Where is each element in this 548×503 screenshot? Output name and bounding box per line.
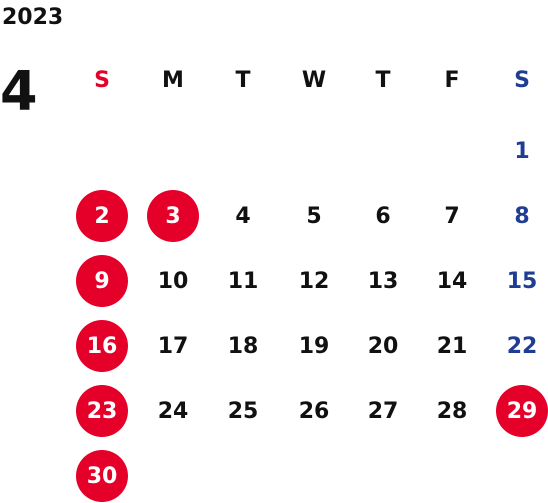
weekday-label: S [514, 68, 530, 93]
weekday-label: F [444, 68, 459, 93]
day-number: 17 [158, 334, 189, 359]
day-number: 6 [375, 204, 390, 229]
month: 4 [0, 60, 38, 123]
day-number: 24 [158, 399, 189, 424]
day-number: 26 [299, 399, 330, 424]
holiday-marker [147, 190, 199, 242]
day-number: 1 [514, 139, 529, 164]
day-number: 13 [368, 269, 399, 294]
day-number: 30 [87, 464, 118, 489]
day-number: 21 [437, 334, 468, 359]
day-number: 3 [165, 204, 180, 229]
day-number: 29 [507, 399, 538, 424]
holiday-marker [496, 385, 548, 437]
day-number: 14 [437, 269, 468, 294]
holiday-marker [76, 190, 128, 242]
day-number: 10 [158, 269, 189, 294]
weekday-label: M [162, 68, 184, 93]
holiday-marker [76, 320, 128, 372]
day-number: 9 [94, 269, 109, 294]
day-number: 23 [87, 399, 118, 424]
weekday-label: T [235, 68, 250, 93]
day-number: 5 [306, 204, 321, 229]
day-number: 2 [94, 204, 109, 229]
day-number: 19 [299, 334, 330, 359]
day-number: 22 [507, 334, 538, 359]
day-number: 7 [444, 204, 459, 229]
day-number: 15 [507, 269, 538, 294]
day-number: 4 [235, 204, 250, 229]
day-number: 25 [228, 399, 259, 424]
holiday-marker [76, 450, 128, 502]
day-number: 12 [299, 269, 330, 294]
weekday-label: W [302, 68, 326, 93]
holiday-marker [76, 255, 128, 307]
holiday-marker [76, 385, 128, 437]
day-number: 16 [87, 334, 118, 359]
day-number: 27 [368, 399, 399, 424]
year: 2023 [2, 5, 63, 30]
weekday-label: S [94, 68, 110, 93]
day-number: 8 [514, 204, 529, 229]
day-number: 28 [437, 399, 468, 424]
weekday-label: T [375, 68, 390, 93]
day-number: 20 [368, 334, 399, 359]
day-number: 18 [228, 334, 259, 359]
day-number: 11 [228, 269, 259, 294]
